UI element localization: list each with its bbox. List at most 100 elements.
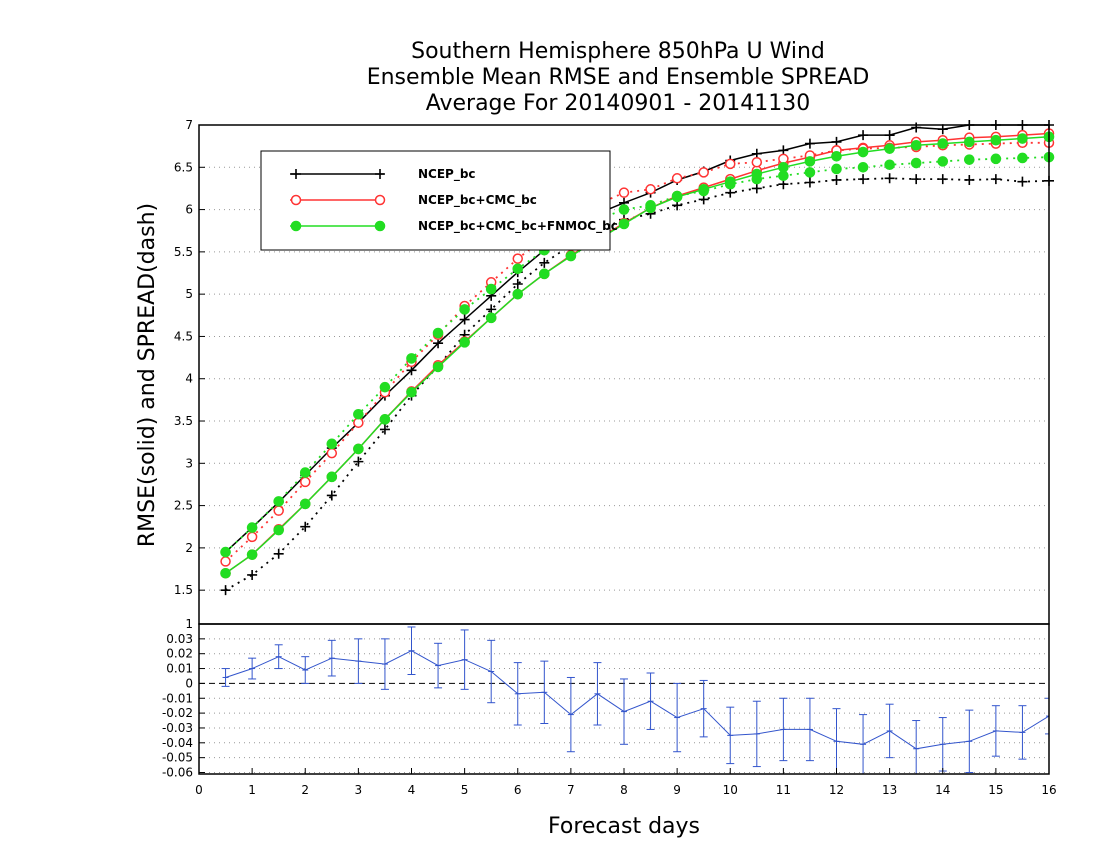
legend-entry: NCEP_bc+CMC_bc xyxy=(290,193,537,208)
plus-marker xyxy=(911,174,922,185)
plus-marker xyxy=(937,174,948,185)
plus-marker xyxy=(964,174,975,185)
x-tick-label: 16 xyxy=(1041,783,1056,797)
filled-circle-marker xyxy=(778,170,789,182)
legend-label: NCEP_bc+CMC_bc+FNMOC_bc xyxy=(418,219,618,234)
open-circle-marker xyxy=(725,158,736,170)
y-tick-label: 4.5 xyxy=(174,329,193,343)
y-tick-label: 2.5 xyxy=(174,499,193,513)
y-tick-label: 2 xyxy=(185,541,193,555)
open-circle-marker xyxy=(326,447,338,459)
filled-circle-marker xyxy=(353,443,364,455)
filled-circle-marker xyxy=(290,220,302,232)
y-tick-label: 1.5 xyxy=(174,583,193,597)
legend: NCEP_bc NCEP_bc+CMC_bc NCEP_bc+CMC_bc+FNMO… xyxy=(260,150,618,251)
filled-circle-marker xyxy=(432,361,444,373)
x-tick-label: 10 xyxy=(723,783,738,797)
plus-marker xyxy=(937,124,948,135)
plus-marker xyxy=(751,183,762,194)
plus-marker xyxy=(379,424,390,435)
legend-label: NCEP_bc xyxy=(418,167,476,182)
lower-series xyxy=(221,626,1049,774)
filled-circle-marker xyxy=(565,250,577,262)
plus-marker xyxy=(326,490,337,501)
open-circle-marker xyxy=(698,167,709,178)
filled-circle-marker xyxy=(299,467,311,478)
open-circle-marker xyxy=(220,556,231,567)
filled-circle-marker xyxy=(220,546,231,558)
plus-marker xyxy=(273,548,284,559)
plus-marker xyxy=(291,169,301,179)
filled-circle-marker xyxy=(910,157,922,169)
chart-titles: Southern Hemisphere 850hPa U WindEnsembl… xyxy=(367,39,870,116)
plus-marker xyxy=(884,130,895,141)
open-circle-marker xyxy=(512,253,523,264)
filled-circle-marker xyxy=(724,178,736,190)
y-tick-label: -0.01 xyxy=(162,691,193,705)
filled-circle-marker xyxy=(804,167,816,178)
filled-circle-marker xyxy=(326,471,338,483)
legend-entry: NCEP_bc xyxy=(290,167,476,182)
x-tick-label: 5 xyxy=(461,783,469,797)
y-tick-label: 5 xyxy=(185,287,193,301)
y-tick-label: -0.02 xyxy=(162,706,193,720)
plus-marker xyxy=(911,122,922,133)
filled-circle-marker xyxy=(937,156,949,167)
filled-circle-marker xyxy=(857,146,869,158)
filled-circle-marker xyxy=(645,200,656,211)
x-tick-label: 15 xyxy=(988,783,1003,797)
x-tick-label: 14 xyxy=(935,783,950,797)
y-tick-label: 4 xyxy=(185,372,193,386)
filled-circle-marker xyxy=(353,408,364,420)
filled-circle-marker xyxy=(937,138,949,149)
y-tick-label: 0.02 xyxy=(166,647,193,661)
filled-circle-marker xyxy=(964,136,975,148)
difference-line xyxy=(225,650,1049,750)
filled-circle-marker xyxy=(751,173,763,185)
x-axis-label: Forecast days xyxy=(548,814,700,839)
filled-circle-marker xyxy=(831,150,842,162)
filled-circle-marker xyxy=(459,304,470,315)
filled-circle-marker xyxy=(512,288,524,300)
x-tick-label: 11 xyxy=(776,783,791,797)
y-tick-label: -0.05 xyxy=(162,751,193,765)
plus-marker xyxy=(300,521,311,532)
filled-circle-marker xyxy=(884,143,895,154)
filled-circle-marker xyxy=(990,134,1002,146)
filled-circle-marker xyxy=(618,218,630,230)
y-tick-label: 1 xyxy=(185,617,193,631)
x-tick-label: 0 xyxy=(195,783,203,797)
filled-circle-marker xyxy=(1017,133,1028,144)
plus-marker xyxy=(220,585,231,596)
y-tick-label: 3.5 xyxy=(174,414,193,428)
chart-title-line: Southern Hemisphere 850hPa U Wind xyxy=(411,39,825,64)
filled-circle-marker xyxy=(273,524,284,536)
open-circle-marker xyxy=(273,505,284,516)
filled-circle-marker xyxy=(485,283,497,295)
plus-marker xyxy=(990,174,1001,185)
open-circle-marker xyxy=(290,194,302,206)
filled-circle-marker xyxy=(246,549,258,560)
x-tick-label: 1 xyxy=(248,783,256,797)
legend-entry: NCEP_bc+CMC_bc+FNMOC_bc xyxy=(290,219,618,234)
plus-marker xyxy=(353,456,364,467)
open-circle-marker xyxy=(645,184,656,195)
tick-labels: 1.5 2 2.5 3 3.5 4 4.5 5 5.5 6 6.5 7 1 -0.06-0.05-0.04… xyxy=(162,118,1057,797)
open-circle-marker xyxy=(353,417,364,428)
open-circle-marker xyxy=(246,531,258,543)
y-tick-label: 0 xyxy=(185,676,193,690)
filled-circle-marker xyxy=(857,161,869,173)
y-tick-label: -0.04 xyxy=(162,736,193,750)
y-tick-label: 0.01 xyxy=(166,662,193,676)
filled-circle-marker xyxy=(459,337,470,348)
filled-circle-marker xyxy=(618,204,630,215)
plus-marker xyxy=(1017,176,1028,187)
filled-circle-marker xyxy=(671,190,683,202)
plus-marker xyxy=(804,177,815,188)
spread-line xyxy=(224,141,1049,563)
y-axis-label: RMSE(solid) and SPREAD(dash) xyxy=(135,203,160,547)
plus-marker xyxy=(884,173,895,184)
filled-circle-marker xyxy=(964,154,975,165)
plus-marker xyxy=(375,169,385,179)
